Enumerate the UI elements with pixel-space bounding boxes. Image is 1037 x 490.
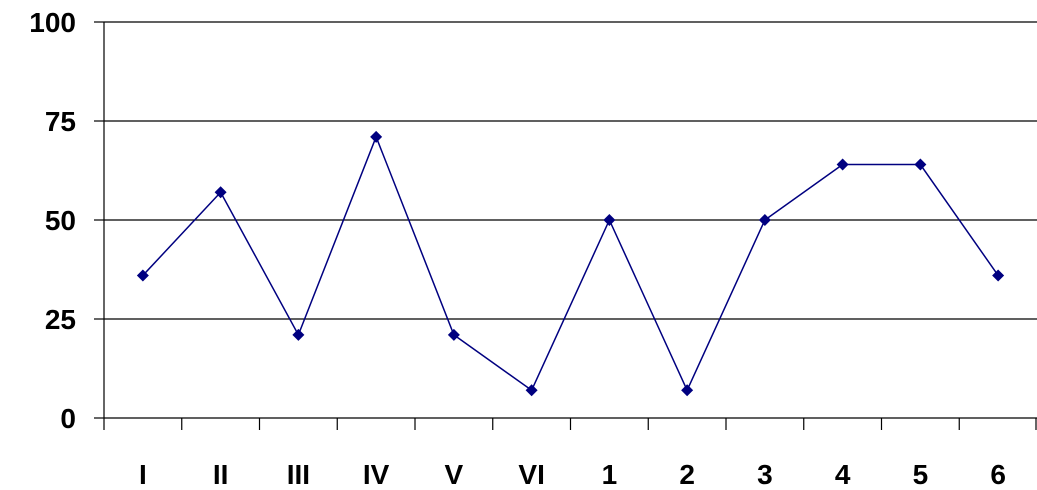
x-tick-label-1: 1: [602, 459, 618, 490]
data-point-3: [758, 214, 771, 226]
y-tick-label: 100: [29, 7, 76, 38]
y-axis-tick-labels: 0 25 50 75 100: [29, 7, 76, 434]
axes: [94, 21, 1037, 430]
data-point-IV: [370, 130, 383, 143]
data-point-2: [681, 384, 694, 397]
data-point-III: [292, 328, 305, 341]
data-point-V: [447, 328, 460, 341]
data-point-4: [836, 158, 849, 171]
x-tick-label-VI: VI: [518, 459, 544, 490]
x-axis-tick-labels: I II III IV V VI 1 2 3 4 5 6: [139, 459, 1006, 490]
y-tick-label: 75: [45, 106, 76, 137]
x-tick-label-II: II: [213, 459, 229, 490]
data-point-5: [914, 158, 927, 171]
y-tick-label: 0: [60, 403, 76, 434]
series: [136, 130, 1005, 397]
x-tick-label-3: 3: [757, 459, 773, 490]
x-tick-label-I: I: [139, 459, 147, 490]
x-tick-label-III: III: [287, 459, 310, 490]
x-tick-label-5: 5: [913, 459, 929, 490]
data-point-I: [136, 269, 149, 282]
x-tick-label-IV: IV: [363, 459, 390, 490]
x-tick-label-V: V: [445, 459, 464, 490]
data-point-6: [992, 269, 1005, 282]
x-tick-label-6: 6: [990, 459, 1006, 490]
x-tick-label-2: 2: [679, 459, 695, 490]
gridlines: [104, 21, 1037, 320]
x-tick-label-4: 4: [835, 459, 851, 490]
y-tick-label: 25: [45, 304, 76, 335]
data-point-II: [214, 186, 227, 199]
y-tick-label: 50: [45, 205, 76, 236]
series-line: [142, 134, 999, 393]
data-point-VI: [525, 384, 538, 397]
data-point-1: [603, 214, 616, 226]
